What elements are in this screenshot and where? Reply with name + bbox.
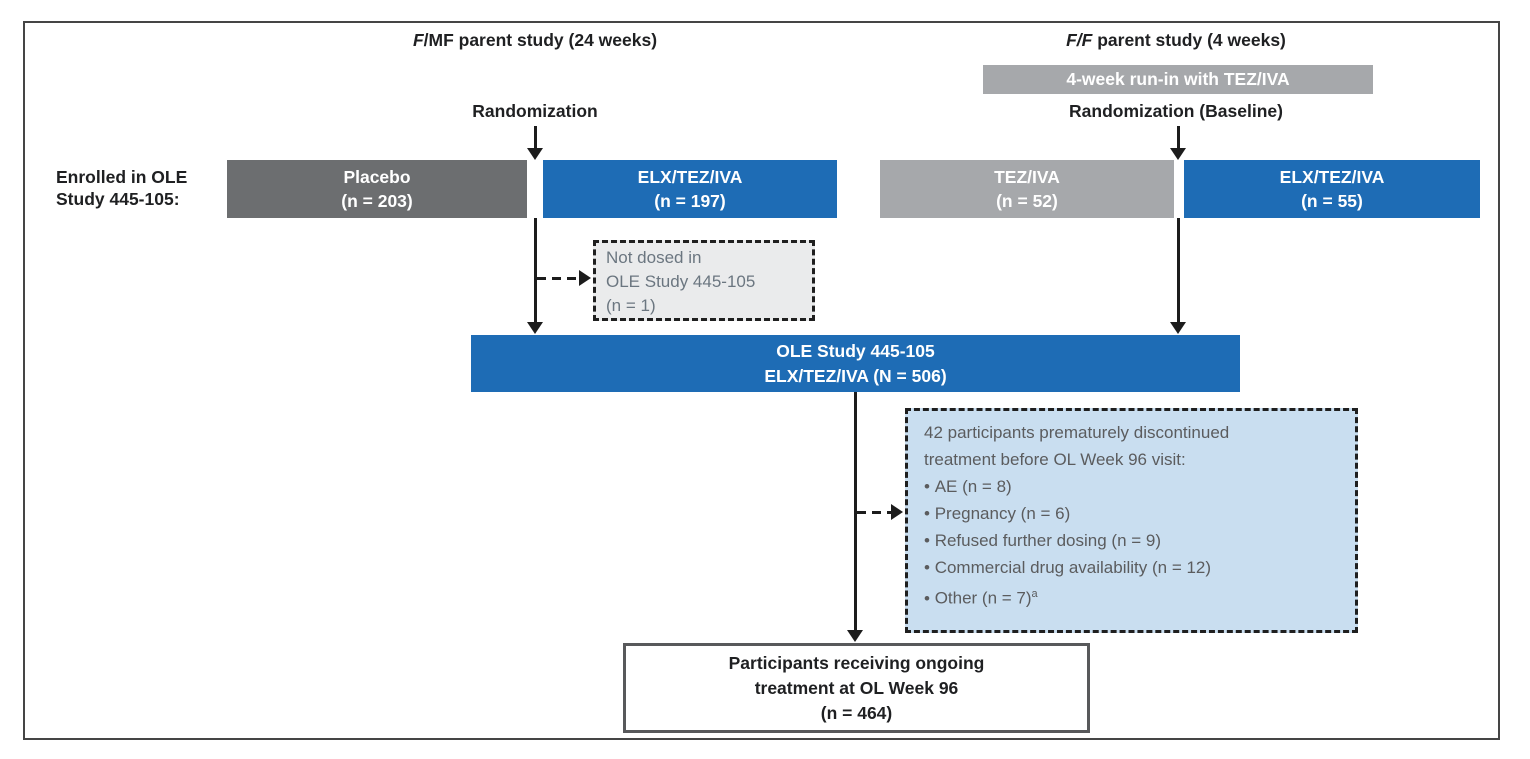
discontinued-intro: 42 participants prematurely discontinued… bbox=[924, 423, 1230, 469]
left-study-title-genotype: F bbox=[412, 30, 424, 50]
discontinued-box: 42 participants prematurely discontinued… bbox=[905, 408, 1358, 633]
not-dosed-line1: Not dosed in bbox=[606, 248, 702, 267]
placebo-box-line1: Placebo bbox=[343, 167, 411, 187]
arrow-head bbox=[579, 270, 591, 286]
arrow-head bbox=[1170, 322, 1186, 334]
discontinued-reason-item: AE (n = 8) bbox=[924, 473, 1355, 500]
not-dosed-box: Not dosed in OLE Study 445-105 (n = 1) bbox=[593, 240, 815, 321]
right-study-title-genotype: F/F bbox=[1066, 30, 1093, 50]
elx-left-box-line1: ELX/TEZ/IVA bbox=[637, 167, 743, 187]
ole-study-box-line2: ELX/TEZ/IVA (N = 506) bbox=[764, 365, 947, 386]
elx-left-box: ELX/TEZ/IVA (n = 197) bbox=[543, 160, 837, 218]
final-box-line2: treatment at OL Week 96 bbox=[754, 677, 959, 698]
enrolled-label: Enrolled in OLE Study 445-105: bbox=[56, 167, 188, 209]
not-dosed-branch-arrow-icon bbox=[537, 270, 591, 286]
arrow-head bbox=[527, 148, 543, 160]
arrow-head bbox=[847, 630, 863, 642]
arrow-shaft bbox=[857, 510, 891, 514]
right-randomization-arrow-icon bbox=[1170, 126, 1186, 160]
discontinued-reason-item: Commercial drug availability (n = 12) bbox=[924, 554, 1355, 581]
arrow-head bbox=[891, 504, 903, 520]
arrow-shaft bbox=[1176, 218, 1180, 322]
final-box: Participants receiving ongoing treatment… bbox=[623, 643, 1090, 733]
placebo-box-line2: (n = 203) bbox=[341, 191, 413, 211]
left-randomization-arrow-icon bbox=[527, 126, 543, 160]
right-flow-arrow-icon bbox=[1170, 218, 1186, 334]
elx-right-box: ELX/TEZ/IVA (n = 55) bbox=[1184, 160, 1480, 218]
discontinued-reason-item: Refused further dosing (n = 9) bbox=[924, 527, 1355, 554]
left-study-title: F/MF parent study (24 weeks) bbox=[335, 30, 735, 51]
arrow-shaft bbox=[537, 276, 579, 280]
teziva-box-line1: TEZ/IVA bbox=[994, 167, 1060, 187]
elx-right-box-line2: (n = 55) bbox=[1301, 191, 1363, 211]
placebo-box: Placebo (n = 203) bbox=[227, 160, 527, 218]
not-dosed-line3: (n = 1) bbox=[606, 296, 656, 315]
elx-left-box-line2: (n = 197) bbox=[654, 191, 726, 211]
discontinued-reasons: AE (n = 8)Pregnancy (n = 6)Refused furth… bbox=[924, 473, 1355, 612]
arrow-shaft bbox=[853, 392, 857, 630]
runin-bar: 4-week run-in with TEZ/IVA bbox=[983, 65, 1373, 94]
ole-study-box: OLE Study 445-105 ELX/TEZ/IVA (N = 506) bbox=[471, 335, 1240, 392]
left-randomization-label: Randomization bbox=[472, 101, 598, 121]
elx-right-box-line1: ELX/TEZ/IVA bbox=[1279, 167, 1385, 187]
discontinued-branch-arrow-icon bbox=[857, 504, 903, 520]
not-dosed-line2: OLE Study 445-105 bbox=[606, 272, 756, 291]
arrow-head bbox=[1170, 148, 1186, 160]
arrow-head bbox=[527, 322, 543, 334]
teziva-box-line2: (n = 52) bbox=[996, 191, 1058, 211]
arrow-shaft bbox=[533, 126, 537, 148]
center-flow-arrow-icon bbox=[847, 392, 863, 642]
left-study-title-rest: /MF parent study (24 weeks) bbox=[423, 30, 658, 50]
arrow-shaft bbox=[1176, 126, 1180, 148]
final-box-line3: (n = 464) bbox=[820, 702, 893, 723]
teziva-box: TEZ/IVA (n = 52) bbox=[880, 160, 1174, 218]
right-study-title: F/F parent study (4 weeks) bbox=[976, 30, 1376, 51]
final-box-line1: Participants receiving ongoing bbox=[728, 652, 985, 673]
right-study-title-rest: parent study (4 weeks) bbox=[1092, 30, 1286, 50]
left-flow-arrow-icon bbox=[527, 218, 543, 334]
ole-study-box-line1: OLE Study 445-105 bbox=[776, 340, 935, 361]
discontinued-reason-item: Pregnancy (n = 6) bbox=[924, 500, 1355, 527]
arrow-shaft bbox=[533, 218, 537, 322]
right-randomization-label: Randomization (Baseline) bbox=[1069, 101, 1283, 121]
discontinued-reason-item: Other (n = 7)a bbox=[924, 581, 1355, 612]
